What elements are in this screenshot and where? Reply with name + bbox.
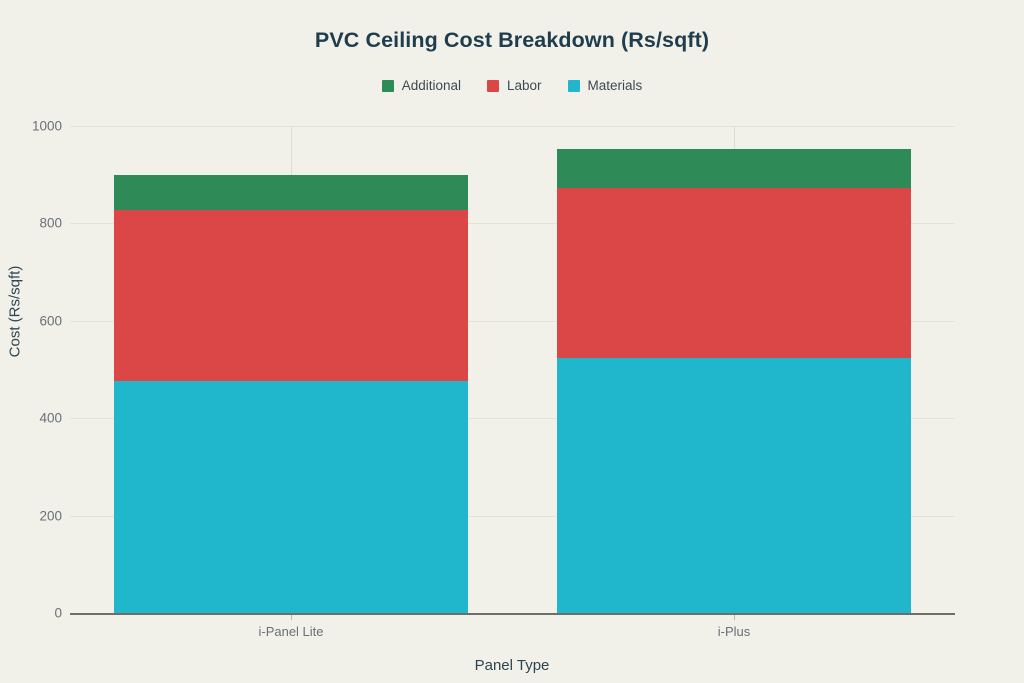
legend-item-materials[interactable]: Materials [567, 78, 643, 93]
plot-area [70, 126, 955, 613]
bar-segment[interactable] [114, 381, 468, 613]
y-gridline [70, 418, 955, 420]
legend-label-materials: Materials [587, 78, 643, 93]
y-gridline [70, 223, 955, 225]
y-gridline [70, 126, 955, 127]
legend-label-labor: Labor [507, 78, 542, 93]
bar-segment[interactable] [557, 187, 911, 358]
y-gridline [70, 515, 955, 517]
x-tick-mark [291, 615, 292, 620]
chart-legend: Additional Labor Materials [0, 79, 1024, 93]
y-tick-label: 200 [39, 508, 62, 524]
x-tick-label: i-Panel Lite [258, 624, 324, 639]
chart-title: PVC Ceiling Cost Breakdown (Rs/sqft) [314, 28, 710, 52]
legend-item-labor[interactable]: Labor [487, 79, 542, 93]
y-tick-label: 800 [39, 215, 62, 231]
legend-item-additional[interactable]: Additional [381, 78, 461, 93]
legend-label-additional: Additional [401, 78, 461, 93]
bar-segment[interactable] [557, 357, 911, 613]
y-tick-label: 400 [39, 410, 62, 426]
y-axis-tick-labels: 0 200 400 600 800 1000 [0, 0, 62, 683]
y-gridline [70, 320, 955, 322]
x-axis-title: Panel Type [474, 657, 550, 674]
x-tick-mark [734, 615, 735, 620]
y-tick-label: 600 [39, 313, 62, 329]
y-axis-title: Cost (Rs/sqft) [6, 265, 24, 358]
legend-swatch-materials [567, 79, 580, 92]
bar-segment[interactable] [114, 209, 468, 382]
y-tick-label: 0 [54, 605, 62, 621]
legend-swatch-labor [487, 79, 499, 92]
bar-segment[interactable] [114, 174, 468, 210]
y-tick-label: 1000 [31, 118, 62, 134]
x-tick-label: i-Plus [717, 624, 751, 639]
legend-swatch-additional [381, 79, 394, 92]
bar-segment[interactable] [557, 148, 911, 188]
x-axis-line [70, 613, 955, 615]
